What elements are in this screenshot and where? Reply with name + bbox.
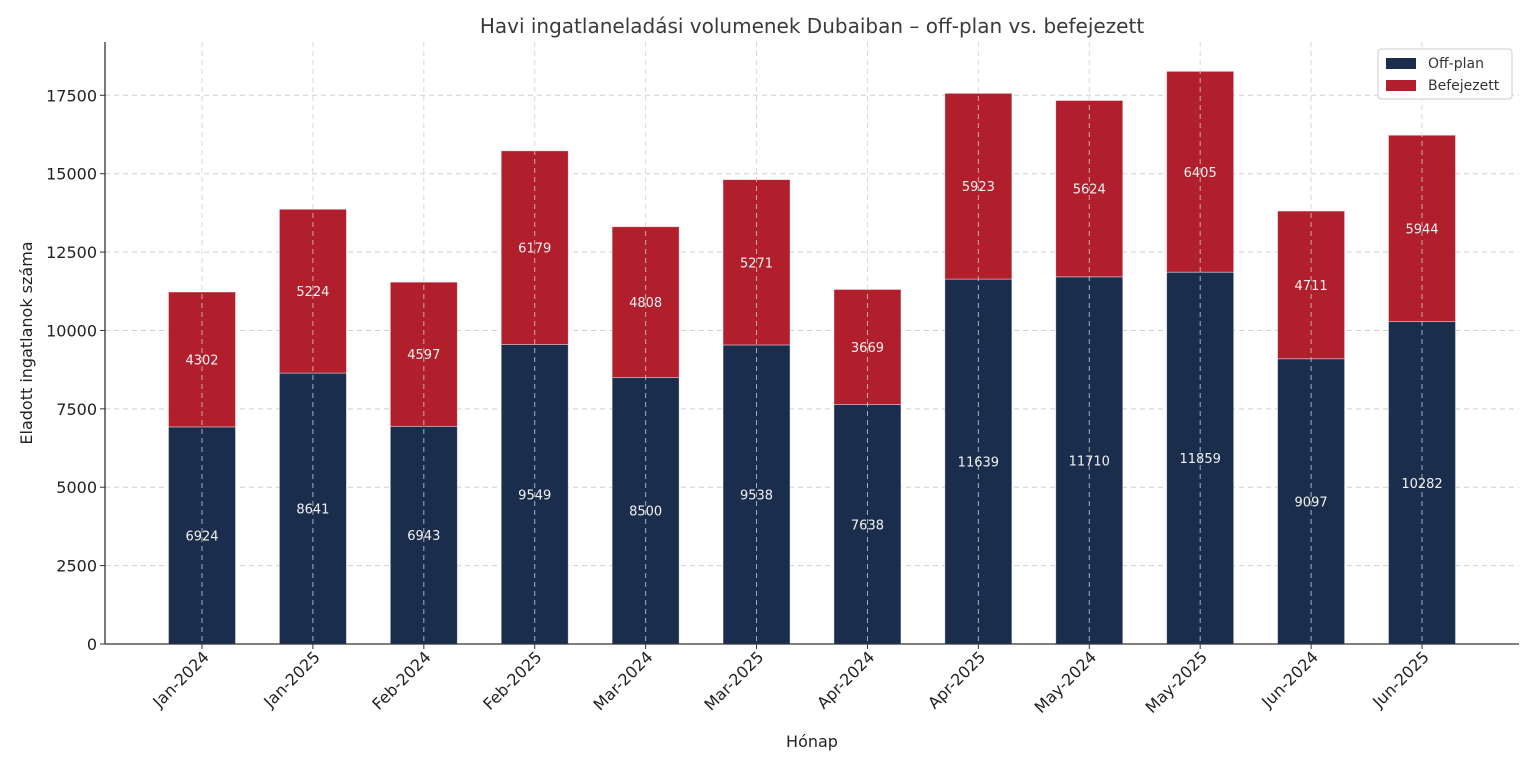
bar-off-plan-jan-2024 [168,426,236,645]
legend: Off-plan Befejezett [1377,48,1513,100]
bar-value-label: 10282 [1401,477,1442,492]
bar-value-label: 6924 [185,529,218,544]
y-tick-label: 15000 [46,165,97,184]
bar-value-label: 4597 [407,348,440,363]
x-tick-label: Mar-2025 [700,647,767,714]
x-tick-label: Feb-2025 [479,647,545,713]
y-axis-label: Eladott ingatlanok száma [17,241,36,444]
bar-value-label: 6943 [407,529,440,544]
bar-value-label: 9097 [1295,495,1328,510]
x-tick-label: Jan-2025 [259,647,323,711]
bar-value-label: 6405 [1184,166,1217,181]
bar-value-label: 8641 [296,503,329,518]
legend-label: Befejezett [1428,78,1500,94]
bar-value-label: 11639 [958,456,999,471]
y-tick-label: 0 [87,635,97,654]
x-tick-label: Jan-2024 [148,647,212,711]
x-axis-ticks: Jan-2024 Jan-2025 Feb-2024 Feb-2025 Mar-2024… [148,644,1433,717]
bar-value-label: 4808 [629,296,662,311]
bar-value-label: 5923 [962,180,995,195]
bar-labels: 6924 4302 8641 5224 6943 4597 9549 6179 8500 4808… [185,166,1442,545]
bar-value-label: 9538 [740,488,773,503]
bar-value-label: 9549 [518,488,551,503]
bar-value-label: 5944 [1405,222,1438,237]
legend-label: Off-plan [1428,56,1484,72]
x-tick-label: Jun-2024 [1257,647,1322,712]
x-tick-label: Apr-2025 [924,647,989,712]
x-tick-label: May-2024 [1031,647,1101,717]
x-axis-label: Hónap [786,732,838,751]
bar-value-label: 6179 [518,242,551,257]
bar-value-label: 5271 [740,256,773,271]
x-tick-label: Mar-2024 [590,647,657,714]
x-tick-label: Feb-2024 [368,647,434,713]
bar-value-label: 4302 [185,353,218,368]
x-tick-label: May-2025 [1142,647,1212,717]
bar-value-label: 5224 [296,285,329,300]
chart-title: Havi ingatlaneladási volumenek Dubaiban … [480,14,1144,38]
bar-value-label: 8500 [629,505,662,520]
y-tick-label: 2500 [56,557,97,576]
bar-value-label: 5624 [1073,183,1106,198]
bar-befejezett-jun-2025 [1388,134,1456,323]
y-axis-ticks: 0 2500 5000 7500 10000 12500 15000 17500 [46,86,105,654]
bar-befejezett-jan-2025 [279,208,347,374]
y-tick-label: 7500 [56,400,97,419]
x-tick-label: Jun-2025 [1368,647,1433,712]
x-tick-label: Apr-2024 [813,647,878,712]
vertical-grid [201,42,1423,644]
legend-swatch-off-plan [1386,58,1416,69]
bar-value-label: 11710 [1069,454,1110,469]
y-tick-label: 5000 [56,478,97,497]
y-tick-label: 12500 [46,243,97,262]
bar-value-label: 3669 [851,341,884,356]
bars [168,70,1456,645]
legend-swatch-befejezett [1386,80,1416,91]
y-tick-label: 17500 [46,86,97,105]
bar-value-label: 11859 [1180,452,1221,467]
bar-value-label: 7638 [851,518,884,533]
y-tick-label: 10000 [46,321,97,340]
bar-value-label: 4711 [1295,279,1328,294]
